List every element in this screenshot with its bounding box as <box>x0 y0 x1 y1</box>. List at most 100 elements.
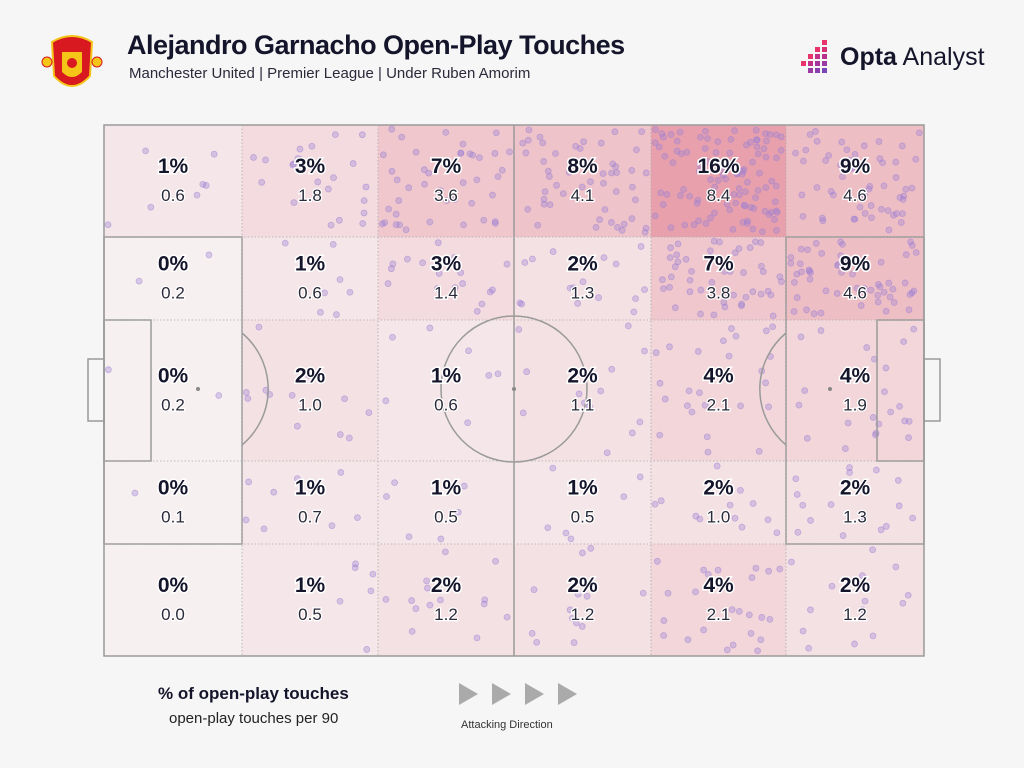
touch-dot <box>818 250 826 257</box>
touch-dot <box>586 403 593 410</box>
touch-dot <box>336 597 344 605</box>
touch-dot <box>534 221 542 229</box>
touch-dot <box>566 284 574 292</box>
touch-dot <box>881 388 888 396</box>
touch-dot <box>757 290 765 298</box>
touch-dot <box>652 349 660 357</box>
touch-dot <box>667 131 675 138</box>
touch-dot <box>393 176 401 184</box>
touch-dot <box>530 586 538 594</box>
cell-percent-label: 0% <box>158 477 189 500</box>
touch-dot <box>628 167 636 174</box>
touch-dot <box>549 464 557 472</box>
touch-dot <box>740 201 748 209</box>
touch-dot <box>491 218 499 226</box>
touch-dot <box>812 128 819 135</box>
touch-dot <box>773 154 780 162</box>
touch-dot <box>754 647 762 655</box>
cell-percent-label: 4% <box>703 574 734 597</box>
touch-dot <box>844 419 852 427</box>
cell-per90-label: 4.6 <box>843 284 867 303</box>
touch-dot <box>879 159 886 167</box>
cell-percent-label: 2% <box>295 365 326 388</box>
touch-dot <box>359 220 367 227</box>
touch-dot <box>732 332 740 340</box>
touch-dot <box>869 546 877 554</box>
touch-dot <box>912 249 920 256</box>
legend-percent-label: % of open-play touches <box>158 684 349 703</box>
touch-dot <box>746 244 754 251</box>
touch-dot <box>743 141 750 149</box>
touch-dot <box>884 207 892 215</box>
touch-dot <box>773 529 781 537</box>
touch-dot <box>792 149 799 157</box>
touch-dot <box>468 199 476 207</box>
touch-dot <box>536 133 544 141</box>
touch-dot <box>748 574 756 581</box>
touch-dot <box>636 418 644 426</box>
touch-dot <box>753 136 761 144</box>
touch-dot <box>787 259 795 267</box>
touch-dot <box>425 169 433 177</box>
touch-dot <box>398 133 406 141</box>
touch-dot <box>758 614 766 621</box>
touch-dot <box>721 303 729 311</box>
touch-dot <box>692 588 699 596</box>
touch-dot <box>503 260 511 268</box>
cell-percent-label: 2% <box>431 574 462 597</box>
touch-dot <box>869 632 877 640</box>
touch-dot <box>480 600 488 608</box>
touch-dot <box>885 279 893 287</box>
touch-dot <box>872 429 880 437</box>
cell-percent-label: 0% <box>158 253 189 276</box>
touch-dot <box>867 202 875 209</box>
touch-dot <box>880 182 888 190</box>
touch-dot <box>844 258 852 266</box>
touch-dot <box>898 142 906 150</box>
cell-per90-label: 8.4 <box>707 186 731 205</box>
touch-dot <box>865 185 873 193</box>
touch-dot <box>874 281 882 288</box>
touch-dot <box>336 276 344 284</box>
heatmap-cell <box>651 320 786 461</box>
touch-dot <box>441 548 449 556</box>
touch-dot <box>890 299 898 306</box>
touch-dot <box>736 191 743 199</box>
cell-per90-label: 0.2 <box>161 396 185 415</box>
touch-dot <box>857 302 865 309</box>
touch-dot <box>915 129 923 137</box>
touch-dot <box>435 270 443 277</box>
touch-dot <box>437 187 444 195</box>
cell-per90-label: 0.6 <box>298 284 322 303</box>
cell-percent-label: 0% <box>158 574 189 597</box>
touch-dot <box>522 149 530 157</box>
touch-dot <box>902 185 910 193</box>
touch-dot <box>801 387 809 395</box>
touch-dot <box>769 312 777 320</box>
touch-dot <box>731 514 739 522</box>
cell-per90-label: 1.0 <box>707 508 731 527</box>
touch-dot <box>391 479 398 487</box>
heatmap-cell <box>514 461 651 544</box>
touch-dot <box>837 161 845 169</box>
touch-dot <box>465 347 472 355</box>
touch-dot <box>631 196 639 204</box>
touch-dot <box>656 379 664 387</box>
cell-percent-label: 0% <box>158 365 189 388</box>
touch-dot <box>693 199 701 207</box>
touch-dot <box>788 558 795 566</box>
touch-dot <box>818 214 826 222</box>
touch-dot <box>696 161 704 169</box>
right-penalty-spot <box>828 387 832 391</box>
touch-dot <box>660 133 667 141</box>
touch-dot <box>657 189 665 197</box>
touch-dot <box>365 409 373 416</box>
touch-dot <box>519 139 527 147</box>
touch-dot <box>726 206 734 214</box>
touch-dot <box>839 532 847 539</box>
touch-dot <box>608 365 616 373</box>
touch-dot <box>385 205 393 213</box>
touch-dot <box>686 288 694 296</box>
touch-dot <box>807 606 814 614</box>
cell-per90-label: 0.5 <box>571 508 595 527</box>
